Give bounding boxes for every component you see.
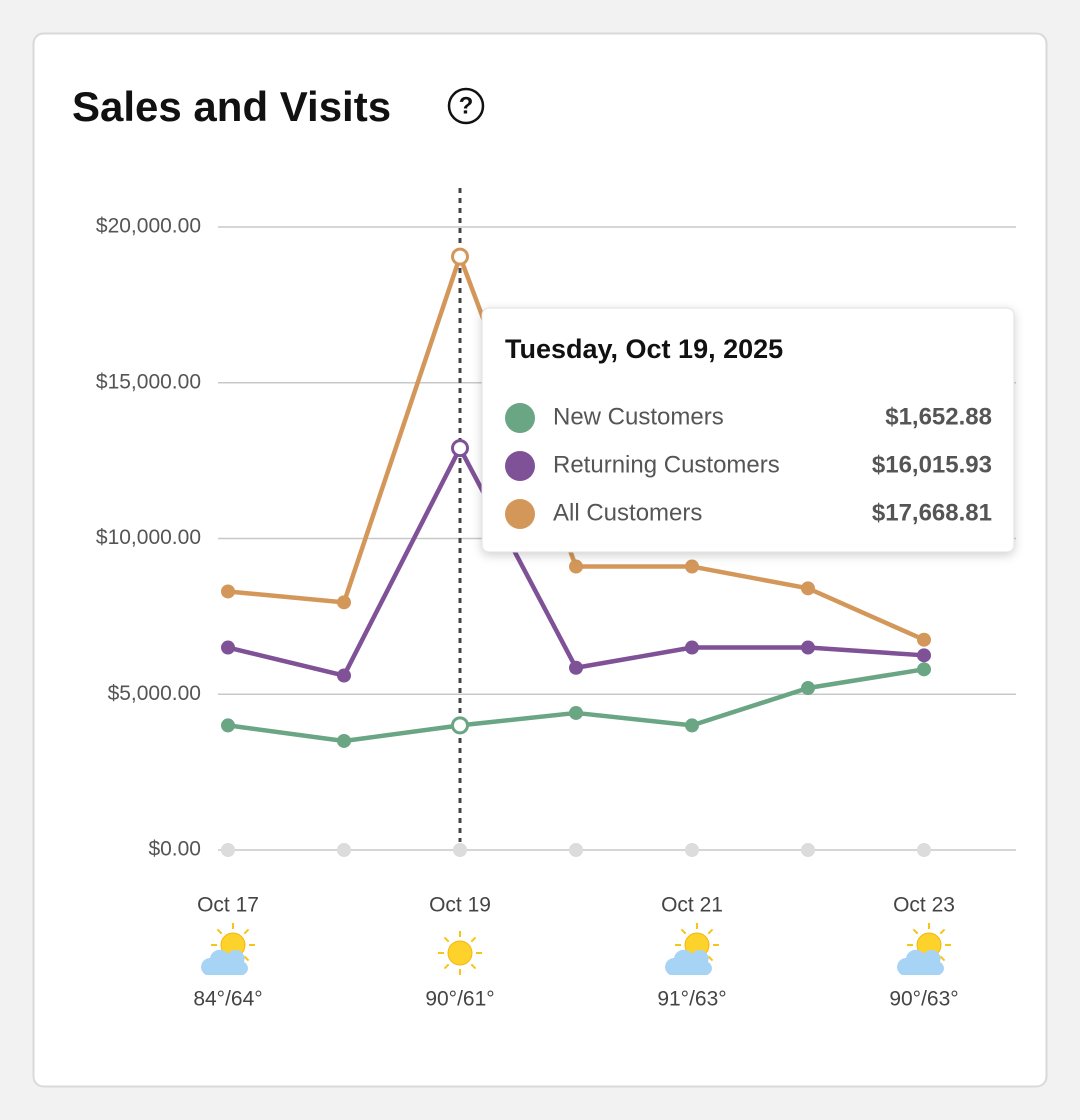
cloud [201,949,248,975]
weather-icon [897,923,951,975]
legend-dot [505,403,535,433]
data-point [917,632,931,647]
y-tick-label: $5,000.00 [108,682,201,705]
weather-temp: 90°/61° [425,988,494,1011]
weather-icon [201,923,255,975]
sun-ray [680,928,687,935]
tooltip-title: Tuesday, Oct 19, 2025 [505,334,783,364]
data-point [801,681,815,696]
weather-temp: 91°/63° [657,988,726,1011]
sun-ray [470,936,477,943]
svg-text:?: ? [459,92,474,119]
sun-ray [939,955,946,962]
x-tick-label: Oct 23 [893,894,955,917]
weather-icon [665,923,719,975]
data-point [569,705,583,720]
weather-temp: 84°/64° [193,988,262,1011]
data-point [685,718,699,733]
tooltip-value: $17,668.81 [872,499,992,526]
data-point [451,716,469,735]
data-point [569,660,583,675]
data-point [221,640,235,655]
data-point [685,559,699,574]
data-point [685,640,699,655]
card [32,32,1048,1088]
sun-ray [243,928,250,935]
sun [447,940,473,966]
x-tick-label: Oct 17 [197,894,259,917]
legend-label: New Customers [553,403,724,430]
baseline-dot [569,843,583,857]
sun-ray [707,955,714,962]
sun-ray [912,928,919,935]
data-point [917,662,931,677]
weather-temp: 90°/63° [889,988,958,1011]
data-point [801,581,815,596]
tooltip-value: $16,015.93 [872,451,992,478]
data-point [337,668,351,683]
y-tick-label: $15,000.00 [96,370,201,393]
tooltip: Tuesday, Oct 19, 2025 New Customers $1,652… [481,307,1015,553]
data-point [221,584,235,599]
data-point [337,733,351,748]
sun-ray [470,963,477,970]
tooltip-value: $1,652.88 [885,403,992,430]
y-tick-label: $10,000.00 [96,526,201,549]
x-tick-label: Oct 21 [661,894,723,917]
sun-ray [443,963,450,970]
sun-ray [216,928,223,935]
data-point [451,247,469,266]
data-point [569,559,583,574]
sun-ray [939,928,946,935]
y-tick-label: $20,000.00 [96,215,201,238]
tooltip-box [481,307,1015,553]
sun-ray [243,955,250,962]
baseline-dot [917,843,931,857]
baseline-dot [221,843,235,857]
help-icon[interactable]: ? [447,87,485,125]
data-point [451,439,469,458]
baseline-dot [685,843,699,857]
data-point [801,640,815,655]
cloud [897,949,944,975]
baseline-dot [453,843,467,857]
y-tick-label: $0.00 [148,838,201,861]
cloud [665,949,712,975]
weather-icon [438,931,482,975]
x-tick-label: Oct 19 [429,894,491,917]
sun-ray [707,928,714,935]
legend-label: Returning Customers [553,451,780,478]
legend-dot [505,499,535,529]
legend-dot [505,451,535,481]
chart-title: Sales and Visits [72,83,391,130]
legend-label: All Customers [553,499,702,526]
data-point [221,718,235,733]
baseline-dot [337,843,351,857]
data-point [337,595,351,610]
data-point [917,648,931,663]
baseline-dot [801,843,815,857]
sun-ray [443,936,450,943]
